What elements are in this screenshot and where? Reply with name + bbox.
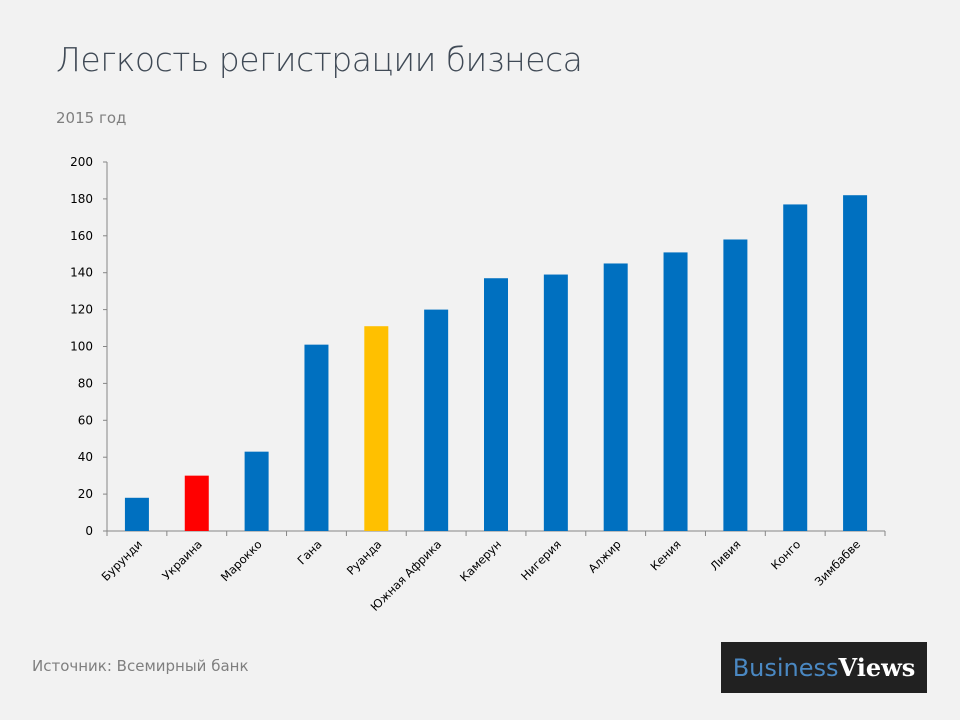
y-tick-label: 20 [78, 487, 93, 501]
y-tick-label: 160 [70, 229, 93, 243]
y-tick-label: 120 [70, 303, 93, 317]
bar-11 [723, 239, 748, 532]
bar-9 [603, 263, 628, 531]
x-tick-label: Гана [294, 537, 324, 567]
chart-title: Легкость регистрации бизнеса [56, 40, 583, 79]
y-tick-label: 40 [78, 450, 93, 464]
bar-10 [663, 252, 688, 531]
x-tick-label: Ливия [707, 537, 743, 573]
bar-7 [484, 278, 508, 531]
x-tick-label: Зимбабве [812, 537, 863, 588]
y-tick-label: 140 [70, 266, 93, 280]
bars [124, 195, 868, 532]
y-tick-label: 60 [78, 413, 93, 427]
bar-1 [124, 497, 149, 531]
x-tick-label: Украина [159, 537, 204, 582]
bar-2 [184, 475, 209, 531]
y-axis: 0 20 40 60 80 100 120 140 160 180 200 [70, 155, 108, 538]
bar-6 [424, 309, 449, 531]
bar-12 [783, 204, 808, 531]
y-tick-label: 0 [85, 524, 93, 538]
y-tick-label: 180 [70, 192, 93, 206]
bar-4 [304, 344, 329, 531]
chart-subtitle: 2015 год [56, 109, 127, 127]
x-tick-label: Кения [647, 537, 683, 573]
bar-13 [843, 195, 868, 531]
x-tick-label: Камерун [457, 537, 504, 584]
x-tick-label: Нигерия [518, 537, 564, 583]
bar-3 [244, 451, 269, 531]
x-tick-label: Руанда [344, 537, 385, 578]
logo-business: Business [732, 653, 839, 682]
bar-8 [543, 274, 568, 531]
y-tick-label: 100 [70, 340, 93, 354]
y-tick-label: 80 [78, 376, 93, 390]
x-tick-label: Марокко [218, 537, 265, 584]
x-tick-label: Конго [768, 537, 803, 572]
bar-5 [364, 326, 389, 531]
x-tick-label: Алжир [585, 537, 623, 575]
logo-views: Views [838, 653, 916, 682]
source-note: Источник: Всемирный банк [32, 657, 249, 675]
businessviews-logo: Business Views [721, 642, 927, 693]
y-tick-label: 200 [70, 155, 93, 169]
x-tick-label: Бурунди [99, 537, 145, 583]
x-axis [106, 530, 886, 536]
